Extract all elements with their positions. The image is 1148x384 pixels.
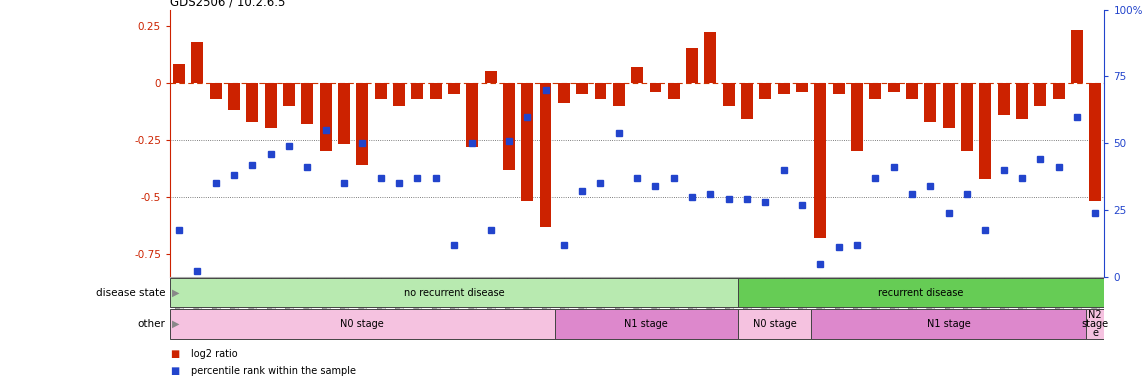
Text: N2
stage
e: N2 stage e [1081, 310, 1109, 338]
Bar [812, 309, 1086, 339]
Bar [319, 83, 332, 151]
Bar [1053, 83, 1064, 99]
Bar [979, 83, 991, 179]
Bar [906, 83, 918, 99]
Bar [1034, 83, 1046, 106]
Bar [284, 83, 295, 106]
Text: GDS2506 / 10.2.6.5: GDS2506 / 10.2.6.5 [170, 0, 286, 8]
Bar [228, 83, 240, 110]
Bar [943, 83, 955, 128]
Bar [173, 65, 185, 83]
Text: percentile rank within the sample: percentile rank within the sample [191, 366, 356, 376]
Bar [742, 83, 753, 119]
Bar [595, 83, 606, 99]
Bar [887, 83, 900, 92]
Bar [687, 48, 698, 83]
Bar [356, 83, 369, 165]
Bar [466, 83, 479, 147]
Bar [924, 83, 937, 121]
Text: no recurrent disease: no recurrent disease [404, 288, 504, 298]
Bar [521, 83, 533, 202]
Text: ■: ■ [170, 366, 179, 376]
Bar [631, 67, 643, 83]
Bar [1016, 83, 1027, 119]
Text: recurrent disease: recurrent disease [878, 288, 964, 298]
Text: disease state: disease state [95, 288, 165, 298]
Bar [1071, 30, 1083, 83]
Bar [738, 278, 1104, 308]
Bar [613, 83, 625, 106]
Text: ▶: ▶ [172, 319, 180, 329]
Bar [814, 83, 827, 238]
Bar [738, 309, 812, 339]
Text: N0 stage: N0 stage [341, 319, 385, 329]
Bar [723, 83, 735, 106]
Bar [302, 83, 313, 124]
Bar [265, 83, 277, 128]
Bar [540, 83, 551, 227]
Bar [170, 278, 738, 308]
Bar [796, 83, 808, 92]
Text: N0 stage: N0 stage [753, 319, 797, 329]
Bar [429, 83, 442, 99]
Bar [558, 83, 569, 103]
Bar [1089, 83, 1101, 202]
Bar [338, 83, 350, 144]
Bar [650, 83, 661, 92]
Text: other: other [138, 319, 165, 329]
Bar [869, 83, 882, 99]
Bar [503, 83, 514, 169]
Bar [210, 83, 222, 99]
Bar [705, 32, 716, 83]
Bar [554, 309, 738, 339]
Text: N1 stage: N1 stage [926, 319, 970, 329]
Bar [760, 83, 771, 99]
Bar [668, 83, 680, 99]
Text: N1 stage: N1 stage [625, 319, 668, 329]
Bar [998, 83, 1009, 115]
Bar [170, 309, 554, 339]
Text: log2 ratio: log2 ratio [191, 349, 238, 359]
Text: ▶: ▶ [172, 288, 180, 298]
Bar [851, 83, 863, 151]
Bar [484, 71, 497, 83]
Bar [576, 83, 588, 94]
Bar [777, 83, 790, 94]
Bar [411, 83, 424, 99]
Bar [832, 83, 845, 94]
Bar [192, 41, 203, 83]
Bar [374, 83, 387, 99]
Text: ■: ■ [170, 349, 179, 359]
Bar [961, 83, 972, 151]
Bar [448, 83, 460, 94]
Bar [247, 83, 258, 121]
Bar [1086, 309, 1104, 339]
Bar [393, 83, 405, 106]
